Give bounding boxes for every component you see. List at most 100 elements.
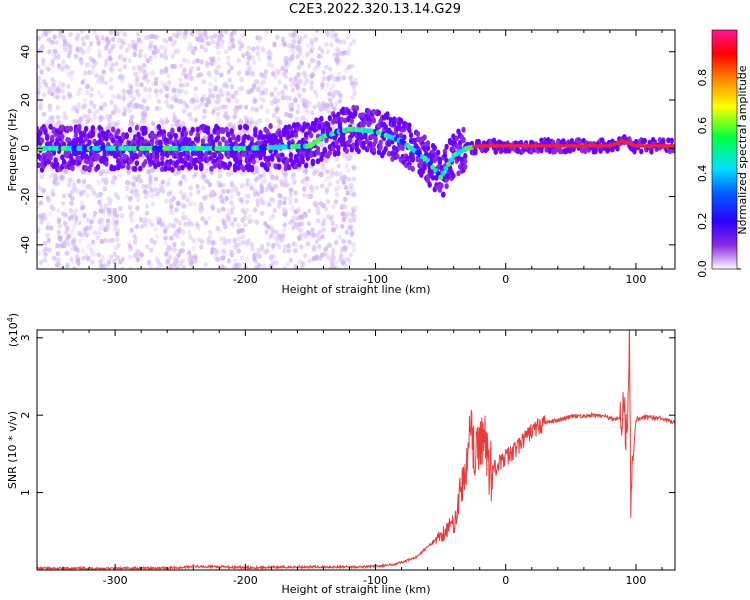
- spectrogram-speckle: [154, 256, 160, 262]
- spectrogram-speckle: [120, 88, 125, 95]
- spectrogram-speckle: [37, 64, 41, 70]
- spectrogram-speckle: [90, 259, 95, 265]
- spectrogram-speckle: [211, 109, 216, 115]
- spectrogram-speckle: [349, 80, 355, 86]
- spectrogram-speckle: [234, 262, 240, 268]
- snr-y-tick-label: 1: [19, 489, 32, 496]
- spectrogram-speckle: [59, 266, 64, 269]
- spectrogram-band-cell: [300, 158, 305, 165]
- spectrogram-speckle: [290, 38, 295, 45]
- spectrogram-band-cell: [461, 137, 466, 144]
- spectrogram-speckle: [237, 37, 242, 44]
- spectrogram-speckle: [333, 265, 338, 269]
- spectrogram-band-cell: [78, 130, 84, 137]
- spectrogram-speckle: [240, 217, 245, 223]
- spectrogram-speckle: [206, 239, 211, 246]
- spectrogram-speckle: [103, 203, 109, 209]
- spectrogram-speckle: [331, 227, 336, 233]
- spectrogram-speckle: [333, 89, 339, 95]
- spectrogram-speckle: [260, 45, 265, 51]
- spectrogram-speckle: [131, 96, 136, 102]
- spectrogram-speckle: [346, 176, 352, 182]
- spectrogram-speckle: [337, 234, 343, 240]
- spectrogram-speckle: [90, 239, 96, 245]
- spectrogram-band-cell: [83, 125, 89, 132]
- spectrogram-band-cell: [43, 129, 48, 136]
- spectrogram-speckle: [110, 179, 116, 185]
- spectrogram-speckle: [74, 108, 80, 114]
- spectrogram-speckle: [277, 79, 282, 85]
- spectrogram-speckle: [268, 51, 273, 57]
- spectrogram-speckle: [342, 49, 347, 56]
- spectrogram-speckle: [142, 75, 147, 81]
- spectrogram-band-cell: [376, 149, 382, 156]
- spectrogram-speckle: [245, 199, 250, 205]
- spectrogram-speckle: [149, 40, 154, 46]
- spectrogram-speckle: [270, 63, 275, 69]
- spectrogram-band-cell: [217, 141, 223, 148]
- spectrogram-speckle: [69, 214, 74, 220]
- spectrogram-speckle: [294, 45, 300, 51]
- colorbar: 0.00.20.40.60.8 Normalized spectral ampl…: [696, 29, 749, 278]
- spectrogram-speckle: [189, 65, 194, 71]
- spectrogram-speckle: [144, 244, 150, 250]
- spectrogram-speckle: [161, 68, 167, 75]
- spectrogram-speckle: [330, 170, 335, 176]
- spectrogram-speckle: [203, 220, 209, 226]
- spectrogram-speckle: [127, 243, 133, 249]
- spectrogram-speckle: [37, 48, 43, 54]
- spectrogram-speckle: [336, 76, 341, 82]
- spectrogram-speckle: [218, 30, 224, 36]
- spectrogram-speckle: [309, 38, 314, 44]
- spectrogram-speckle: [322, 167, 327, 173]
- spectrogram-band-cell: [236, 134, 241, 141]
- spectrogram-speckle: [141, 218, 146, 224]
- spectrogram-speckle: [188, 234, 193, 240]
- spectrogram-band-cell: [88, 161, 94, 168]
- snr-y-axis-label: SNR (10 * v/v): [6, 411, 19, 489]
- spectrogram-speckle: [173, 259, 179, 265]
- spectrogram-speckle: [329, 42, 334, 48]
- spectrogram-band-cell: [292, 122, 297, 129]
- spectrogram-speckle: [201, 79, 206, 85]
- spectrogram-speckle: [192, 201, 197, 207]
- spectrogram-band-cell: [170, 166, 175, 173]
- spectrogram-speckle: [150, 201, 156, 207]
- spectrogram-speckle: [55, 115, 61, 121]
- spectrogram-speckle: [288, 113, 294, 119]
- spectrogram-speckle: [283, 173, 288, 179]
- spectrogram-speckle: [346, 64, 352, 70]
- spectrogram-speckle: [79, 59, 84, 65]
- spectrogram-speckle: [117, 94, 122, 100]
- spectrogram-band-cell: [156, 161, 162, 168]
- spectrogram-speckle: [227, 45, 233, 51]
- spectrogram-speckle: [347, 258, 352, 264]
- spectrogram-speckle: [149, 167, 155, 173]
- spectrogram-speckle: [280, 233, 286, 239]
- snr-frame: [36, 329, 676, 571]
- spectrogram-speckle: [261, 200, 266, 206]
- spectrogram-speckle: [73, 53, 79, 59]
- spectrogram-speckle: [177, 88, 182, 94]
- snr-x-axis: -300 -200 -100 0 100: [36, 330, 663, 587]
- spectrogram-speckle: [203, 262, 208, 268]
- spectrogram-speckle: [63, 220, 68, 226]
- spectrogram-speckle: [312, 200, 317, 207]
- spectrogram-speckle: [135, 31, 141, 38]
- spectrogram-speckle: [215, 40, 220, 46]
- spectrogram-speckle: [237, 40, 243, 46]
- spectrogram-speckle: [85, 83, 91, 89]
- spectrogram-speckle: [282, 200, 287, 206]
- spectrogram-speckle: [114, 237, 120, 243]
- spectrogram-band-cell: [581, 137, 586, 144]
- spectrogram-speckle: [56, 208, 61, 214]
- spectrogram-speckle: [186, 58, 191, 64]
- spectrogram-speckle: [109, 99, 114, 105]
- spectrogram-speckle: [282, 248, 287, 254]
- spectrogram-speckle: [38, 100, 43, 106]
- spectrogram-speckle: [102, 186, 107, 192]
- spectrogram-speckle: [201, 31, 207, 37]
- spectrogram-band-cell: [156, 124, 162, 131]
- spectrogram-band-cell: [90, 131, 96, 138]
- spectrogram-speckle: [321, 227, 327, 233]
